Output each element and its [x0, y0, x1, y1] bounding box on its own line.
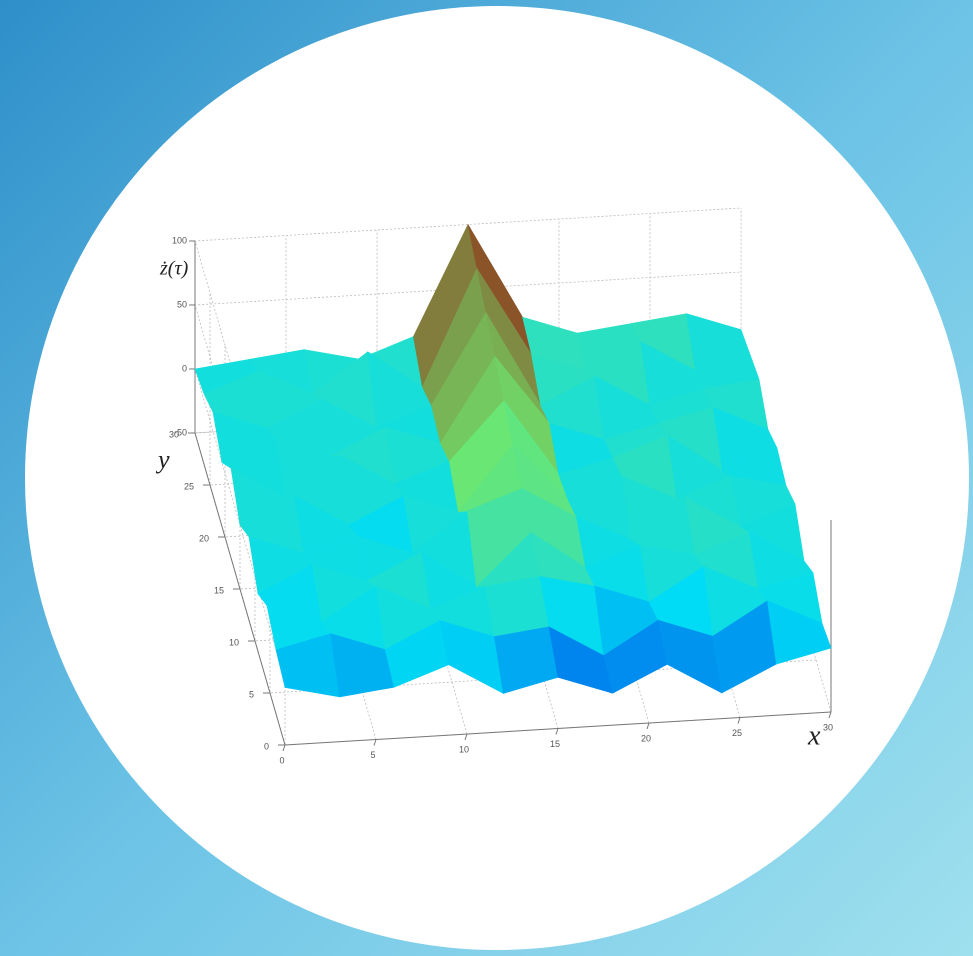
y-tick-label: 5 — [249, 689, 254, 699]
z-tick-label: 50 — [177, 299, 187, 309]
surface-patch — [485, 577, 549, 637]
y-tick-label: 0 — [264, 741, 269, 751]
x-tick-label: 25 — [732, 728, 742, 738]
z-tick-label: 0 — [182, 363, 187, 373]
x-tick-label: 10 — [459, 744, 469, 754]
y-tick-label: 10 — [229, 637, 239, 647]
x-tick-label: 30 — [823, 722, 833, 732]
page: 051015202530051015202530-50050100 ż(τ) y… — [0, 0, 973, 956]
y-tick-label: 20 — [199, 533, 209, 543]
y-tick-label: 25 — [184, 481, 194, 491]
y-axis-label: y — [155, 445, 170, 474]
x-tick-label: 5 — [370, 750, 375, 760]
x-tick-label: 0 — [279, 755, 284, 765]
x-tick-label: 15 — [550, 739, 560, 749]
z-axis-label: ż(τ) — [159, 258, 189, 280]
x-tick-label: 20 — [641, 733, 651, 743]
x-axis-label: x — [807, 720, 821, 751]
z-tick-label: -50 — [174, 427, 187, 437]
z-tick-label: 100 — [172, 235, 187, 245]
y-tick-label: 15 — [214, 585, 224, 595]
